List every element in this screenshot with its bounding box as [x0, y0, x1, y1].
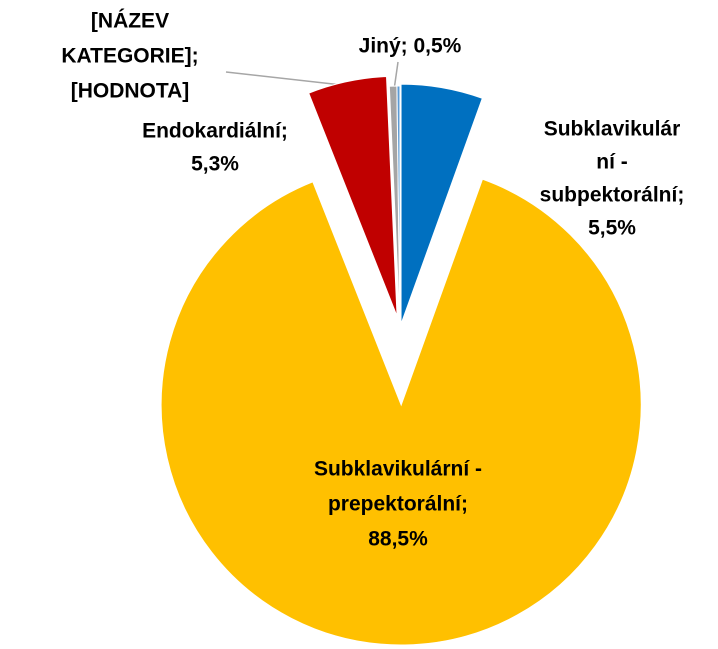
data-label: subpektorální;: [540, 184, 685, 207]
data-label: [NÁZEV: [91, 10, 169, 33]
pie-slice: [308, 76, 398, 317]
data-label: 88,5%: [368, 528, 428, 551]
data-label: Endokardiální;: [142, 120, 288, 143]
pie-slice: [400, 83, 483, 325]
data-label: 5,3%: [191, 153, 239, 176]
data-label: Subklavikulární -: [314, 458, 482, 481]
pie-slice: [160, 178, 642, 646]
data-label: ní -: [596, 151, 628, 174]
data-label: 5,5%: [588, 217, 636, 240]
pie-slice: [396, 85, 401, 327]
data-label: [HODNOTA]: [71, 80, 190, 103]
data-label: KATEGORIE];: [61, 45, 198, 68]
data-label: Subklavikulár: [544, 118, 681, 141]
leader-line: [393, 61, 399, 91]
data-label: Jiný; 0,5%: [359, 35, 462, 58]
data-label: prepektorální;: [328, 493, 468, 516]
